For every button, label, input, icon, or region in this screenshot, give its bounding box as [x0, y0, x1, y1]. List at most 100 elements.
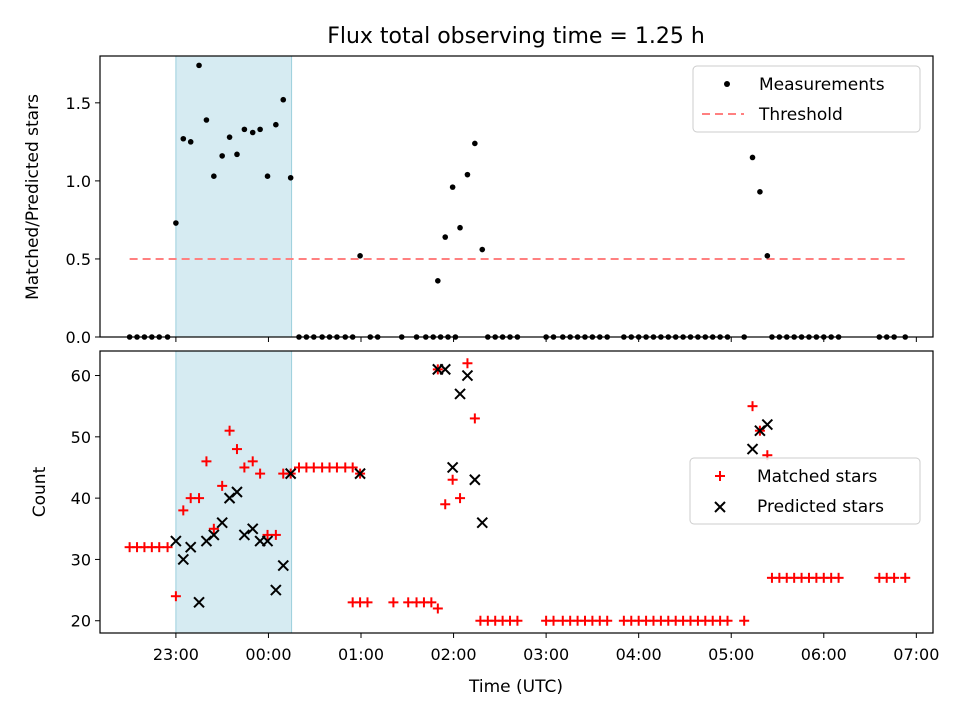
measurement-point	[472, 140, 478, 147]
matched-star-point	[432, 603, 443, 614]
predicted-star-point	[177, 553, 190, 566]
bottom-y-tick-label: 60	[71, 367, 91, 386]
predicted-star-point	[231, 486, 243, 498]
legend-threshold-label: Threshold	[758, 105, 843, 125]
measurement-point	[757, 189, 763, 195]
matched-star-point	[469, 413, 480, 424]
predicted-star-point	[446, 461, 459, 474]
measurement-point	[264, 173, 271, 180]
matched-star-point	[722, 615, 733, 626]
measurement-point	[749, 154, 756, 161]
legend-matched-marker	[715, 471, 725, 481]
top-panel: 0.0 0.5 1.0 1.5 Matched/Predicted stars	[23, 55, 934, 347]
measurement-point	[226, 134, 233, 140]
legend-predicted-label: Predicted stars	[757, 497, 884, 517]
matched-star-point	[224, 425, 235, 436]
matched-star-point	[447, 474, 458, 485]
matched-star-point	[347, 462, 358, 473]
bottom-plot-frame	[99, 350, 934, 634]
bottom-y-tick-label: 50	[71, 428, 91, 447]
measurement-point	[257, 126, 263, 133]
measurement-point	[173, 220, 179, 226]
predicted-star-point	[170, 535, 182, 547]
matched-star-point	[194, 493, 205, 504]
measurement-point	[249, 129, 256, 136]
matched-star-point	[548, 615, 559, 626]
measurement-point	[457, 224, 463, 231]
matched-star-point	[231, 444, 242, 455]
matched-star-point	[455, 493, 466, 504]
predicted-star-point	[238, 529, 251, 541]
predicted-star-point	[184, 541, 197, 553]
matched-star-point	[739, 615, 750, 626]
matched-star-point	[170, 591, 181, 602]
predicted-star-point	[208, 529, 220, 541]
bottom-y-tick-label: 40	[71, 489, 91, 508]
matched-star-point	[602, 615, 613, 626]
predicted-star-point	[461, 369, 474, 382]
x-tick-label: 02:00	[431, 645, 477, 664]
x-tick-label: 23:00	[153, 645, 199, 664]
predicted-star-point	[354, 467, 366, 480]
x-tick-label: 00:00	[245, 645, 291, 664]
x-tick-label: 06:00	[801, 645, 847, 664]
matched-star-point	[362, 597, 373, 608]
measurement-point	[234, 151, 240, 158]
legend-cross-glyph	[714, 501, 726, 513]
legend-measurements-label: Measurements	[759, 75, 885, 95]
predicted-star-point	[277, 559, 289, 572]
matched-star-point	[247, 456, 258, 467]
matched-star-point	[747, 401, 758, 412]
matched-star-point	[162, 542, 173, 553]
measurement-point	[180, 135, 187, 142]
predicted-star-point	[261, 535, 274, 547]
predicted-star-point	[270, 584, 282, 596]
predicted-star-point	[216, 516, 228, 529]
x-tick-label: 04:00	[616, 645, 662, 664]
predicted-star-point	[247, 523, 259, 535]
bottom-panel: 20 30 40 50 60 23:00 00:00 01:00 02:00 03:00 04:00…	[30, 350, 939, 697]
top-y-axis-label: Matched/Predicted stars	[23, 94, 43, 300]
bottom-y-tick-label: 30	[71, 550, 91, 569]
top-plot-frame	[99, 55, 934, 338]
matched-star-point	[270, 529, 281, 540]
measurement-point	[211, 173, 217, 180]
legend-plus-glyph	[715, 471, 725, 481]
matched-star-point	[462, 358, 473, 369]
legend-measurements-marker	[724, 81, 730, 87]
x-axis-label: Time (UTC)	[468, 677, 563, 697]
x-tick-label: 07:00	[893, 645, 939, 664]
x-tick-label: 01:00	[338, 645, 384, 664]
matched-star-point	[178, 505, 189, 516]
measurement-point	[449, 184, 456, 190]
measurement-point	[287, 174, 294, 181]
top-y-tick-label: 0.0	[66, 328, 91, 347]
predicted-star-point	[439, 363, 451, 376]
predicted-star-point	[476, 516, 488, 529]
shaded-interval-top	[175, 55, 293, 338]
measurement-point	[442, 234, 449, 240]
measurement-point	[187, 139, 194, 145]
chart-title: Flux total observing time = 1.25 h	[327, 24, 705, 49]
matched-star-point	[833, 572, 844, 583]
measurement-point	[357, 253, 363, 259]
measurement-point	[273, 121, 279, 128]
legend-predicted-marker	[714, 501, 726, 513]
measurement-point	[280, 96, 287, 103]
predicted-star-point	[746, 443, 759, 455]
predicted-star-point	[284, 467, 297, 480]
measurement-point	[435, 278, 441, 284]
bottom-legend: Matched stars Predicted stars	[689, 457, 921, 525]
matched-star-point	[208, 523, 219, 534]
measurement-point	[219, 153, 225, 159]
predicted-star-point	[761, 418, 774, 431]
matched-star-point	[239, 462, 250, 473]
predicted-star-point	[469, 474, 481, 486]
predicted-star-point	[193, 596, 205, 609]
legend-matched-label: Matched stars	[757, 467, 877, 487]
measurement-point	[464, 171, 471, 178]
top-y-tick-label: 1.5	[66, 94, 91, 113]
top-y-tick-label: 0.5	[66, 250, 91, 269]
matched-star-point	[889, 572, 900, 583]
